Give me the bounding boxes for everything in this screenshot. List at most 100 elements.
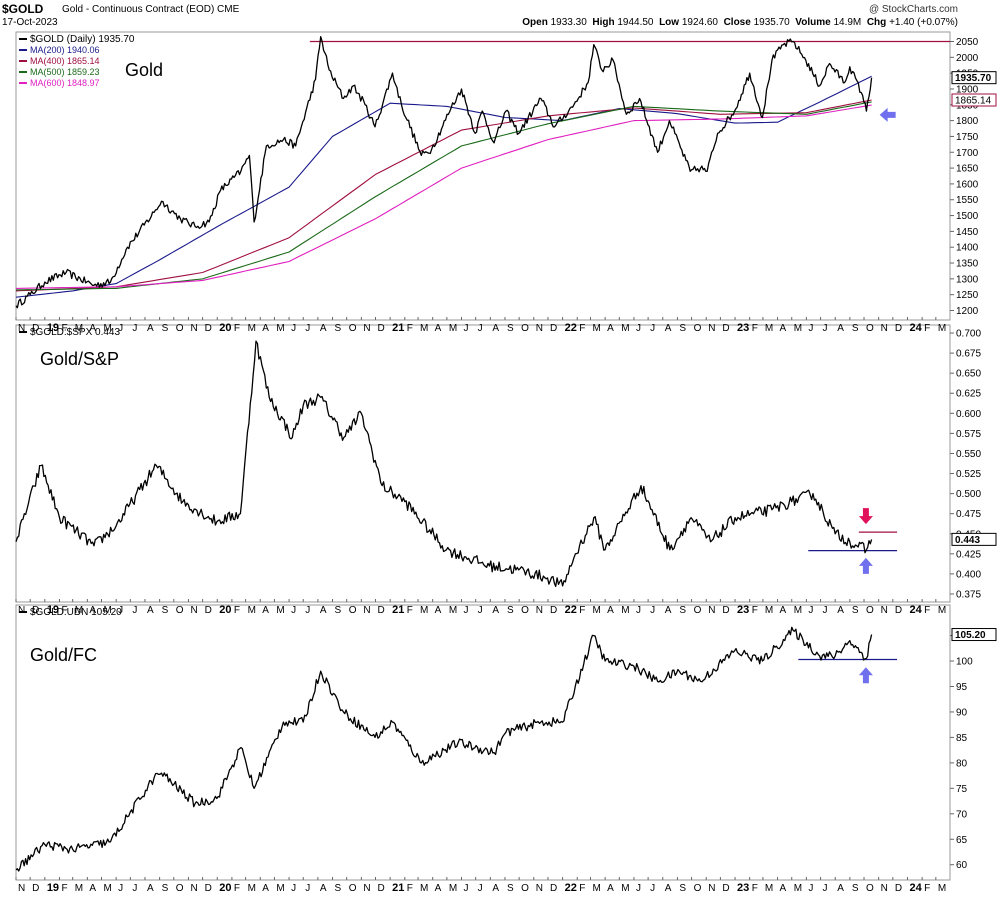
- x-tick-label: M: [420, 883, 428, 894]
- x-tick-label: J: [291, 605, 296, 616]
- x-tick-label: M: [592, 883, 600, 894]
- x-tick-label: N: [708, 605, 715, 616]
- y-tick-label: 85: [956, 733, 968, 744]
- x-tick-label: N: [536, 323, 543, 334]
- y-tick-label: 90: [956, 707, 968, 718]
- x-tick-label: J: [132, 605, 137, 616]
- x-tick-label: O: [694, 323, 702, 334]
- x-tick-label: A: [320, 883, 327, 894]
- x-tick-label: N: [881, 883, 888, 894]
- x-tick-label: O: [176, 605, 184, 616]
- y-tick-label: 0.625: [956, 389, 981, 400]
- x-tick-label: 20: [219, 882, 231, 894]
- y-tick-label: 0.525: [956, 469, 981, 480]
- price-line: [15, 340, 873, 588]
- x-tick-label: O: [349, 605, 357, 616]
- volume-label: Volume: [795, 17, 831, 28]
- x-tick-label: F: [752, 883, 758, 894]
- x-tick-label: A: [147, 883, 154, 894]
- x-tick-label: A: [837, 883, 844, 894]
- x-tick-label: N: [363, 883, 370, 894]
- open-value: 1933.30: [550, 17, 587, 28]
- last-value-box: [951, 93, 997, 107]
- x-tick-label: J: [291, 883, 296, 894]
- annotation-arrow-down: [858, 508, 873, 525]
- x-tick-label: A: [837, 605, 844, 616]
- x-tick-label: M: [765, 323, 773, 334]
- x-tick-label: N: [881, 605, 888, 616]
- x-tick-label: 22: [565, 322, 577, 334]
- y-tick-label: 60: [956, 860, 968, 871]
- panel-label: Gold: [125, 60, 163, 80]
- x-tick-label: J: [132, 883, 137, 894]
- y-tick-label: 1700: [956, 148, 979, 159]
- x-tick-label: N: [708, 323, 715, 334]
- legend-entry: MA(400) 1865.14: [30, 56, 100, 66]
- low-label: Low: [659, 17, 680, 28]
- chart-header: $GOLD Gold - Continuous Contract (EOD) C…: [0, 0, 1000, 30]
- x-tick-label: J: [478, 605, 483, 616]
- x-tick-label: 20: [219, 604, 231, 616]
- x-tick-label: A: [607, 323, 614, 334]
- y-tick-label: 70: [956, 809, 968, 820]
- symbol-label: $GOLD: [2, 2, 44, 16]
- x-tick-label: D: [895, 883, 902, 894]
- last-value-box: [951, 71, 997, 85]
- x-tick-label: F: [924, 605, 930, 616]
- high-label: High: [592, 17, 615, 28]
- stockcharts-credit: @ StockCharts.com: [868, 4, 958, 15]
- last-value-label: 105.20: [955, 630, 986, 641]
- chg-value: +1.40 (+0.07%): [889, 17, 958, 28]
- x-tick-label: N: [363, 323, 370, 334]
- x-tick-label: F: [752, 323, 758, 334]
- x-tick-label: F: [61, 883, 67, 894]
- y-tick-label: 0.650: [956, 369, 981, 380]
- x-tick-label: M: [248, 605, 256, 616]
- x-tick-label: A: [435, 605, 442, 616]
- x-tick-label: N: [190, 605, 197, 616]
- x-tick-label: A: [89, 323, 96, 334]
- x-tick-label: O: [866, 323, 874, 334]
- last-value-label: 0.443: [955, 535, 980, 546]
- x-tick-label: M: [75, 605, 83, 616]
- gold-fc-panel: 6065707580859095100105105.20$GOLD:UDN 10…: [15, 604, 997, 881]
- x-tick-label: M: [248, 883, 256, 894]
- x-tick-label: J: [305, 883, 310, 894]
- x-tick-label: S: [679, 883, 686, 894]
- y-tick-label: 0.600: [956, 409, 981, 420]
- x-tick-label: 21: [392, 322, 404, 334]
- x-tick-label: A: [262, 605, 269, 616]
- x-tick-label: O: [521, 883, 529, 894]
- y-tick-label: 100: [956, 657, 973, 668]
- x-tick-label: O: [866, 605, 874, 616]
- x-tick-label: J: [823, 883, 828, 894]
- x-tick-label: S: [679, 605, 686, 616]
- x-tick-label: D: [32, 605, 39, 616]
- y-tick-label: 2000: [956, 53, 979, 64]
- x-tick-label: S: [335, 605, 342, 616]
- x-tick-label: D: [550, 883, 557, 894]
- chg-label: Chg: [866, 17, 887, 28]
- x-tick-label: D: [32, 323, 39, 334]
- x-tick-label: D: [722, 605, 729, 616]
- panel-frame: [15, 604, 951, 881]
- x-tick-label: M: [592, 323, 600, 334]
- x-tick-label: O: [349, 883, 357, 894]
- x-tick-label: J: [808, 605, 813, 616]
- x-tick-label: S: [162, 605, 169, 616]
- x-tick-label: D: [205, 605, 212, 616]
- x-tick-label: O: [521, 323, 529, 334]
- x-tick-label: 19: [47, 882, 59, 894]
- y-tick-label: 0.375: [956, 589, 981, 600]
- x-tick-label: M: [420, 323, 428, 334]
- chart-date: 17-Oct-2023: [2, 17, 58, 28]
- price-line: [15, 36, 873, 309]
- series-legend-title: $GOLD:$SPX 0.443: [30, 327, 120, 338]
- last-value-label: 1935.70: [955, 73, 992, 84]
- x-tick-label: M: [276, 323, 284, 334]
- x-tick-label: J: [808, 883, 813, 894]
- x-tick-label: A: [780, 883, 787, 894]
- x-tick-label: D: [722, 883, 729, 894]
- panel-frame: [15, 31, 951, 321]
